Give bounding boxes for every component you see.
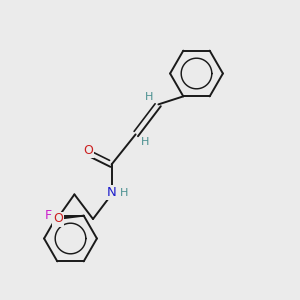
Text: F: F — [45, 209, 52, 222]
Text: H: H — [120, 188, 128, 198]
Text: O: O — [84, 144, 93, 157]
Text: H: H — [145, 92, 154, 102]
Text: H: H — [141, 137, 149, 147]
Text: O: O — [53, 212, 63, 226]
Text: N: N — [107, 186, 116, 200]
